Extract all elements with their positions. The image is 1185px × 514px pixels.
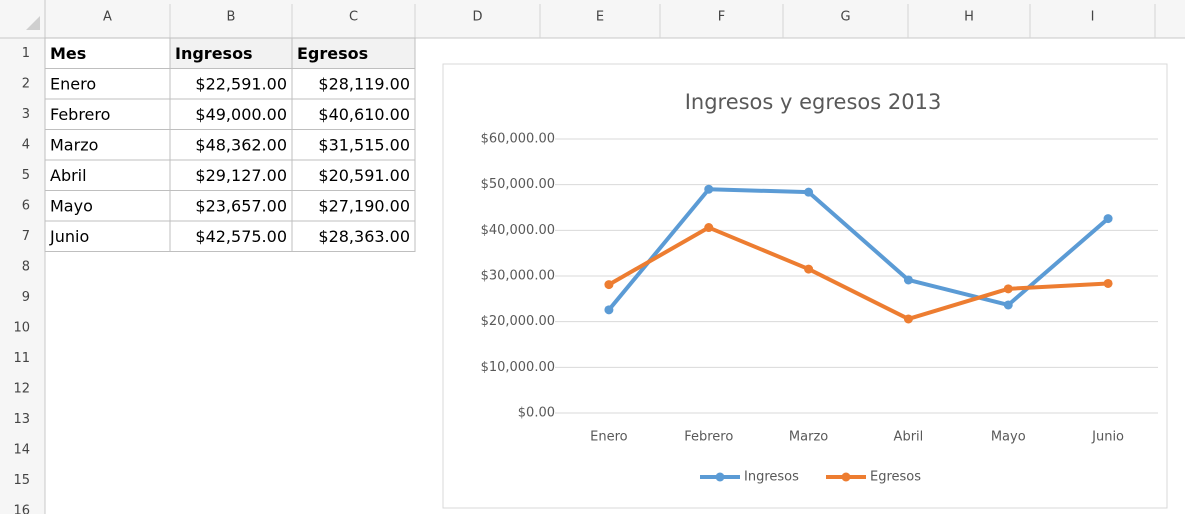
row-header-bar — [0, 0, 45, 514]
row-header: 11 — [13, 351, 30, 366]
cell — [169, 129, 293, 161]
legend-label: Ingresos — [744, 470, 799, 485]
cell-text: $29,127.00 — [195, 166, 287, 185]
row-header: 13 — [13, 412, 30, 427]
x-tick-label: Febrero — [684, 430, 733, 445]
data-point — [604, 305, 614, 315]
column-header: F — [718, 10, 725, 25]
data-point — [1103, 214, 1113, 224]
x-tick-label: Marzo — [789, 430, 828, 445]
chart[interactable]: Ingresos y egresos 2013 $0.00 $10,000.00 $… — [442, 63, 1168, 509]
row-header: 8 — [22, 259, 30, 274]
select-all[interactable] — [26, 16, 40, 30]
column-header: C — [349, 10, 358, 25]
series-line — [606, 187, 1111, 312]
legend-label: Egresos — [870, 470, 921, 485]
row-header: 10 — [13, 320, 30, 335]
x-tick-label: Abril — [894, 430, 924, 445]
cell-text: Febrero — [50, 105, 110, 124]
cell — [291, 190, 416, 222]
row-header: 2 — [22, 76, 30, 91]
data-point — [903, 314, 913, 324]
data-point — [903, 275, 913, 285]
data-point — [1003, 284, 1013, 294]
cell-text: $48,362.00 — [195, 135, 287, 154]
column-header: B — [227, 10, 236, 25]
cell — [44, 159, 171, 191]
cell-text: Abril — [50, 166, 87, 185]
column-header: G — [840, 10, 850, 25]
row-header: 5 — [22, 168, 30, 183]
series-line — [606, 225, 1111, 321]
column-header: D — [472, 10, 482, 25]
data-point — [704, 223, 714, 233]
cell — [169, 37, 293, 69]
cell-text: $23,657.00 — [195, 196, 287, 215]
cell-text: Mes — [50, 44, 86, 63]
cell — [291, 220, 416, 252]
data-point — [1103, 278, 1113, 288]
legend-marker — [715, 472, 725, 482]
cell-text: $27,190.00 — [318, 196, 410, 215]
y-tick-label: $30,000.00 — [481, 269, 555, 284]
x-tick-label: Enero — [590, 430, 628, 445]
cell — [291, 129, 416, 161]
data-point — [1003, 300, 1013, 310]
cell — [169, 190, 293, 222]
cell — [44, 68, 171, 100]
cell-text: Marzo — [50, 135, 98, 154]
row-header: 3 — [22, 107, 30, 122]
x-tick-label: Junio — [1091, 430, 1124, 445]
data-point — [704, 184, 714, 194]
cell-text: Junio — [49, 227, 89, 246]
x-tick-label: Mayo — [991, 430, 1026, 445]
column-header-bar — [0, 0, 1185, 38]
row-header: 14 — [13, 442, 30, 457]
cell-text: $31,515.00 — [318, 135, 410, 154]
column-header: I — [1091, 10, 1095, 25]
cell — [291, 37, 416, 69]
cell-text: $42,575.00 — [195, 227, 287, 246]
row-header: 9 — [22, 290, 30, 305]
row-header: 6 — [22, 198, 30, 213]
row-header: 1 — [22, 46, 30, 61]
y-tick-label: $60,000.00 — [481, 132, 555, 147]
cell-text: $22,591.00 — [195, 74, 287, 93]
data-point — [804, 187, 814, 197]
column-header: E — [596, 10, 604, 25]
row-header: 7 — [22, 229, 30, 244]
cell-text: Enero — [50, 74, 96, 93]
row-header: 12 — [13, 381, 30, 396]
row-header: 4 — [22, 137, 30, 152]
cell-text: $20,591.00 — [318, 166, 410, 185]
legend-marker — [841, 472, 851, 482]
chart-title: Ingresos y egresos 2013 — [685, 90, 942, 114]
cell — [169, 68, 293, 100]
cell-text: Egresos — [297, 44, 368, 63]
cell-text: Ingresos — [175, 44, 253, 63]
y-tick-label: $20,000.00 — [481, 314, 555, 329]
cell — [291, 159, 416, 191]
cell-text: $28,119.00 — [318, 74, 410, 93]
row-header: 16 — [13, 503, 30, 514]
column-header: A — [103, 10, 112, 25]
cell-text: $40,610.00 — [318, 105, 410, 124]
cell-text: $28,363.00 — [318, 227, 410, 246]
row-header: 15 — [13, 473, 30, 488]
cell-text: Mayo — [50, 196, 93, 215]
y-tick-label: $0.00 — [518, 406, 555, 421]
y-tick-label: $40,000.00 — [481, 223, 555, 238]
data-point — [804, 264, 814, 274]
cell-text: $49,000.00 — [195, 105, 287, 124]
cell — [291, 68, 416, 100]
y-tick-label: $50,000.00 — [481, 177, 555, 192]
data-point — [604, 280, 614, 290]
y-tick-label: $10,000.00 — [481, 360, 555, 375]
column-header: H — [964, 10, 974, 25]
cell — [44, 220, 171, 252]
